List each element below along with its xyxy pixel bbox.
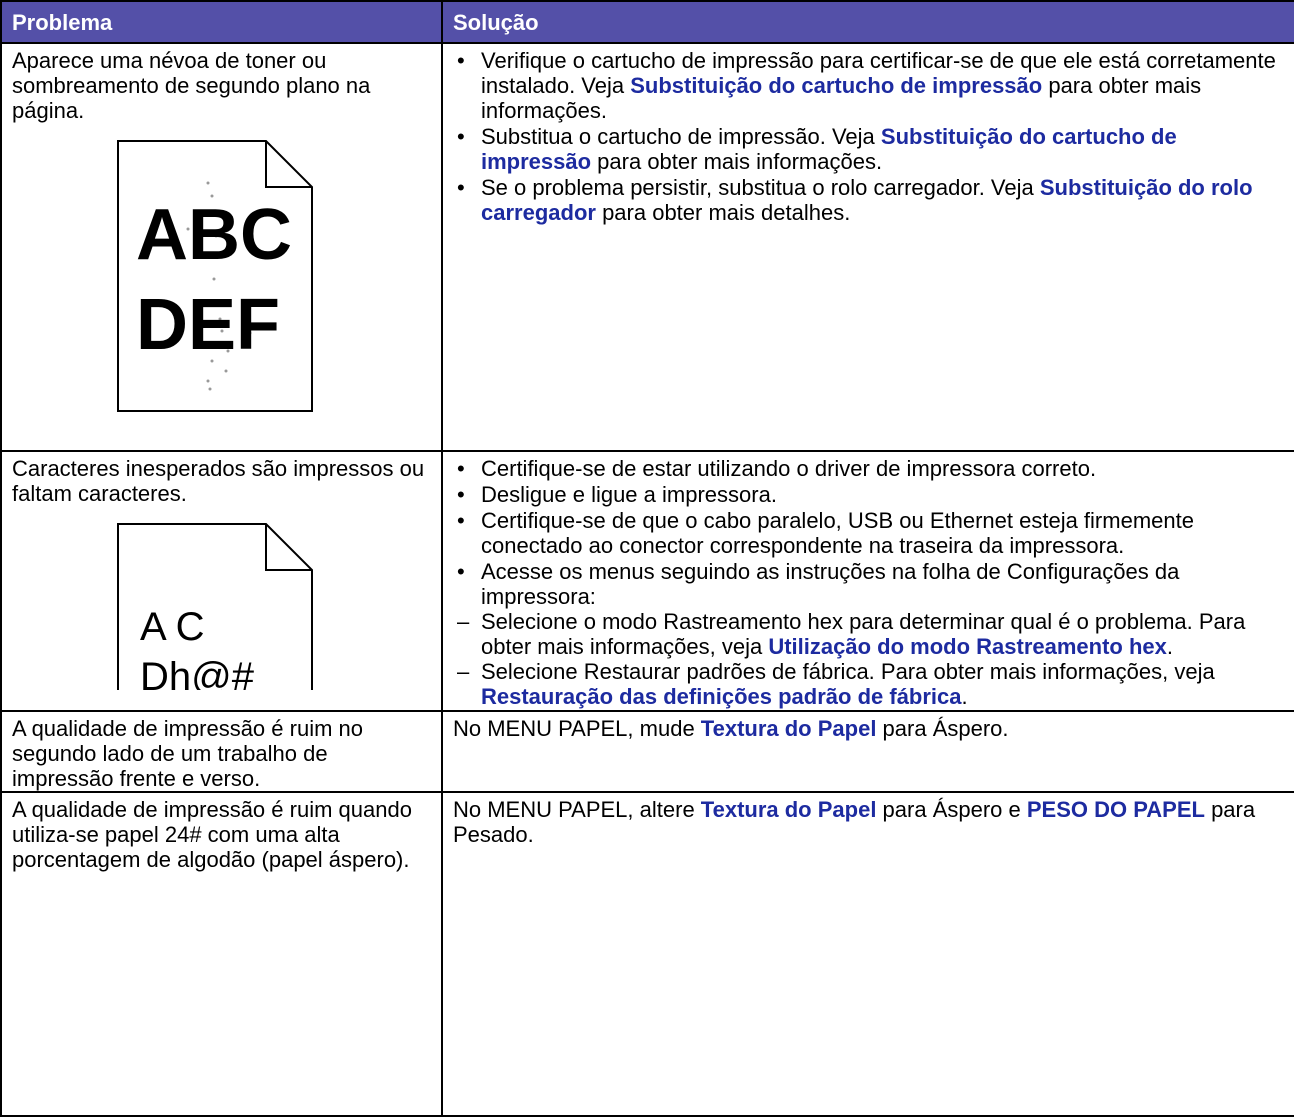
toner-speck (248, 331, 252, 335)
illustration-text: DEF (136, 285, 280, 365)
link: Substituição do rolo carregador (481, 175, 1253, 225)
solution-cell: No MENU PAPEL, altere Textura do Papel p… (441, 791, 1294, 1117)
solution-text: No MENU PAPEL, altere Textura do Papel p… (453, 797, 1286, 847)
toner-speck (206, 379, 210, 383)
page-fold (265, 141, 312, 188)
text-run: para obter mais detalhes. (595, 200, 851, 225)
problem-cell: A qualidade de impressão é ruim no segun… (0, 710, 443, 793)
text-run: Selecione o modo Rastreamento hex para d… (481, 609, 1246, 659)
text-run: para Áspero. (876, 716, 1009, 741)
problem-text: Aparece uma névoa de toner ou sombreamen… (12, 48, 371, 123)
page-illustration: ABC DEF (117, 140, 313, 412)
text-run: Se o problema persistir, substitua o rol… (481, 175, 1040, 200)
problem-text: Caracteres inesperados são impressos ou … (12, 456, 425, 506)
illustration-text: ABC (136, 195, 292, 275)
solution-cell: Certifique-se de estar utilizando o driv… (441, 450, 1294, 712)
link: Substituição do cartucho de impressão (630, 73, 1043, 98)
text-run: para Pesado. (453, 797, 1256, 847)
toner-speck (208, 387, 212, 391)
table-body: Aparece uma névoa de toner ou sombreamen… (0, 42, 1294, 1117)
problem-text: A qualidade de impressão é ruim quando u… (12, 797, 412, 872)
toner-speck (212, 277, 216, 281)
page-outline (117, 140, 313, 412)
sub-list: Selecione o modo Rastreamento hex para d… (457, 609, 1286, 709)
solution-item: Certifique-se de estar utilizando o driv… (453, 456, 1286, 481)
toner-speck (224, 369, 228, 373)
toner-speck (206, 303, 210, 307)
toner-speck (220, 329, 224, 333)
illustration-text: A C (140, 605, 204, 649)
solution-item: Verifique o cartucho de impressão para c… (453, 48, 1286, 123)
link: Textura do Papel (700, 716, 877, 741)
text-run: No MENU PAPEL, altere (453, 797, 701, 822)
illustration-text: Dh@# (140, 655, 255, 690)
table-row: Caracteres inesperados são impressos ou … (0, 450, 1294, 712)
table-row: Aparece uma névoa de toner ou sombreamen… (0, 42, 1294, 452)
text-run: Substitua o cartucho de impressão. Veja (481, 124, 881, 149)
toner-speck (218, 317, 222, 321)
text-run: Certifique-se de que o cabo paralelo, US… (481, 508, 1194, 558)
problem-cell: Caracteres inesperados são impressos ou … (0, 450, 443, 712)
solution-item: Se o problema persistir, substitua o rol… (453, 175, 1286, 225)
solution-item: Certifique-se de que o cabo paralelo, US… (453, 508, 1286, 558)
link: Restauração das definições padrão de fáb… (481, 684, 962, 709)
solution-item: Desligue e ligue a impressora. (453, 482, 1286, 507)
page-fold (265, 524, 312, 571)
toner-speck (186, 227, 190, 231)
text-run: Selecione Restaurar padrões de fábrica. … (481, 659, 1215, 684)
page-outline (117, 523, 313, 690)
link: Textura do Papel (700, 797, 877, 822)
sub-item: Selecione o modo Rastreamento hex para d… (453, 609, 1286, 659)
solution-text: No MENU PAPEL, mude Textura do Papel par… (453, 716, 1286, 741)
page-illustration: A C Dh@# (117, 523, 313, 690)
problem-cell: A qualidade de impressão é ruim quando u… (0, 791, 443, 1117)
toner-speck (206, 181, 210, 185)
text-run: No MENU PAPEL, mude (453, 716, 701, 741)
solution-cell: No MENU PAPEL, mude Textura do Papel par… (441, 710, 1294, 793)
solution-item: Substitua o cartucho de impressão. Veja … (453, 124, 1286, 174)
solution-cell: Verifique o cartucho de impressão para c… (441, 42, 1294, 452)
toner-speck (210, 194, 214, 198)
text-run: para Áspero e (876, 797, 1027, 822)
sub-item: Selecione Restaurar padrões de fábrica. … (453, 659, 1286, 709)
text-run: . (1166, 634, 1173, 659)
text-run: Verifique o cartucho de impressão para c… (481, 48, 1276, 98)
text-run: Acesse os menus seguindo as instruções n… (481, 559, 1180, 609)
toner-speck (210, 359, 214, 363)
header-cell: Solução (441, 0, 1294, 44)
toner-speck (226, 349, 230, 353)
link: PESO DO PAPEL (1026, 797, 1205, 822)
link: Utilização do modo Rastreamento hex (768, 634, 1167, 659)
text-run: para obter mais informações. (481, 73, 1202, 123)
toner-speck (224, 249, 228, 253)
table-row: A qualidade de impressão é ruim quando u… (0, 791, 1294, 1117)
header-cell: Problema (0, 0, 443, 44)
problem-cell: Aparece uma névoa de toner ou sombreamen… (0, 42, 443, 452)
header-row: Problema Solução (0, 0, 1294, 44)
toner-speck (214, 234, 218, 238)
text-run: . (961, 684, 968, 709)
problem-text: A qualidade de impressão é ruim no segun… (12, 716, 363, 791)
solution-item: Acesse os menus seguindo as instruções n… (453, 559, 1286, 709)
text-run: para obter mais informações. (591, 149, 883, 174)
link: Substituição do cartucho de impressão (481, 124, 1177, 174)
text-run: Desligue e ligue a impressora. (481, 482, 777, 507)
solution-list: Verifique o cartucho de impressão para c… (453, 48, 1286, 225)
table-row: A qualidade de impressão é ruim no segun… (0, 710, 1294, 793)
text-run: Certifique-se de estar utilizando o driv… (481, 456, 1097, 481)
solution-list: Certifique-se de estar utilizando o driv… (453, 456, 1286, 709)
